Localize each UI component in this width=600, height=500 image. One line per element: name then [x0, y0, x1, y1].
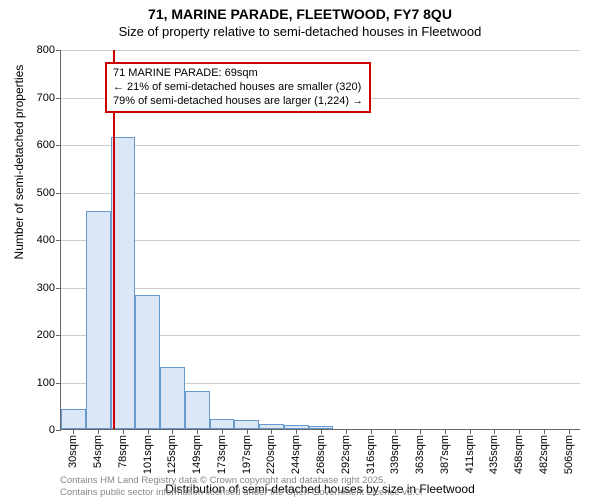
y-axis-label: Number of semi-detached properties: [12, 65, 26, 260]
x-tick-mark: [371, 429, 372, 434]
y-tick-mark: [56, 430, 61, 431]
y-tick-mark: [56, 240, 61, 241]
x-tick-mark: [73, 429, 74, 434]
x-tick-label: 482sqm: [538, 435, 550, 474]
x-tick-label: 339sqm: [389, 435, 401, 474]
x-tick-mark: [445, 429, 446, 434]
plot-area: 010020030040050060070080030sqm54sqm78sqm…: [60, 50, 580, 430]
y-tick-mark: [56, 98, 61, 99]
y-tick-label: 0: [49, 424, 55, 436]
y-tick-mark: [56, 335, 61, 336]
x-tick-mark: [148, 429, 149, 434]
y-tick-label: 100: [37, 377, 55, 389]
histogram-bar: [135, 295, 160, 429]
y-tick-label: 700: [37, 92, 55, 104]
histogram-bar: [185, 391, 210, 429]
y-tick-label: 500: [37, 187, 55, 199]
chart-title-main: 71, MARINE PARADE, FLEETWOOD, FY7 8QU: [0, 6, 600, 24]
x-tick-mark: [346, 429, 347, 434]
footer-line-2: Contains public sector information licen…: [60, 487, 423, 498]
x-tick-mark: [296, 429, 297, 434]
y-tick-label: 800: [37, 44, 55, 56]
annotation-line: ← 21% of semi-detached houses are smalle…: [113, 81, 363, 95]
x-tick-label: 125sqm: [166, 435, 178, 474]
x-tick-mark: [247, 429, 248, 434]
x-tick-label: 101sqm: [142, 435, 154, 474]
x-tick-mark: [544, 429, 545, 434]
y-tick-label: 600: [37, 139, 55, 151]
y-tick-mark: [56, 193, 61, 194]
x-tick-mark: [470, 429, 471, 434]
x-tick-label: 316sqm: [365, 435, 377, 474]
annotation-line: 71 MARINE PARADE: 69sqm: [113, 67, 363, 81]
histogram-bar: [61, 409, 86, 429]
x-tick-label: 292sqm: [340, 435, 352, 474]
x-tick-mark: [197, 429, 198, 434]
x-tick-mark: [271, 429, 272, 434]
x-tick-label: 363sqm: [414, 435, 426, 474]
annotation-line: 79% of semi-detached houses are larger (…: [113, 95, 363, 109]
x-tick-label: 30sqm: [67, 435, 79, 468]
chart-area: Number of semi-detached properties 01002…: [60, 50, 580, 430]
y-tick-mark: [56, 50, 61, 51]
y-tick-label: 200: [37, 329, 55, 341]
histogram-bar: [160, 367, 185, 429]
gridline: [61, 193, 580, 194]
gridline: [61, 288, 580, 289]
x-tick-mark: [222, 429, 223, 434]
y-tick-label: 300: [37, 282, 55, 294]
gridline: [61, 240, 580, 241]
x-tick-mark: [569, 429, 570, 434]
chart-title-sub: Size of property relative to semi-detach…: [0, 24, 600, 40]
x-tick-mark: [420, 429, 421, 434]
gridline: [61, 50, 580, 51]
x-tick-label: 54sqm: [92, 435, 104, 468]
chart-title-block: 71, MARINE PARADE, FLEETWOOD, FY7 8QU Si…: [0, 0, 600, 40]
x-tick-label: 506sqm: [563, 435, 575, 474]
x-tick-label: 244sqm: [290, 435, 302, 474]
x-tick-label: 197sqm: [241, 435, 253, 474]
x-tick-label: 387sqm: [439, 435, 451, 474]
x-tick-label: 435sqm: [488, 435, 500, 474]
attribution-footer: Contains HM Land Registry data © Crown c…: [60, 475, 423, 498]
x-tick-mark: [395, 429, 396, 434]
y-tick-mark: [56, 145, 61, 146]
x-tick-label: 149sqm: [191, 435, 203, 474]
x-tick-mark: [519, 429, 520, 434]
x-tick-mark: [98, 429, 99, 434]
y-tick-mark: [56, 288, 61, 289]
y-tick-label: 400: [37, 234, 55, 246]
x-tick-label: 411sqm: [464, 435, 476, 473]
x-tick-mark: [123, 429, 124, 434]
x-tick-label: 458sqm: [513, 435, 525, 474]
x-tick-label: 78sqm: [117, 435, 129, 468]
histogram-bar: [234, 420, 259, 429]
y-tick-mark: [56, 383, 61, 384]
x-tick-mark: [321, 429, 322, 434]
x-tick-label: 268sqm: [315, 435, 327, 474]
x-tick-mark: [494, 429, 495, 434]
x-tick-mark: [172, 429, 173, 434]
annotation-callout: 71 MARINE PARADE: 69sqm← 21% of semi-det…: [105, 62, 371, 113]
histogram-bar: [86, 211, 111, 430]
gridline: [61, 145, 580, 146]
histogram-bar: [210, 419, 235, 429]
x-tick-label: 220sqm: [265, 435, 277, 474]
footer-line-1: Contains HM Land Registry data © Crown c…: [60, 475, 423, 486]
x-tick-label: 173sqm: [216, 435, 228, 474]
